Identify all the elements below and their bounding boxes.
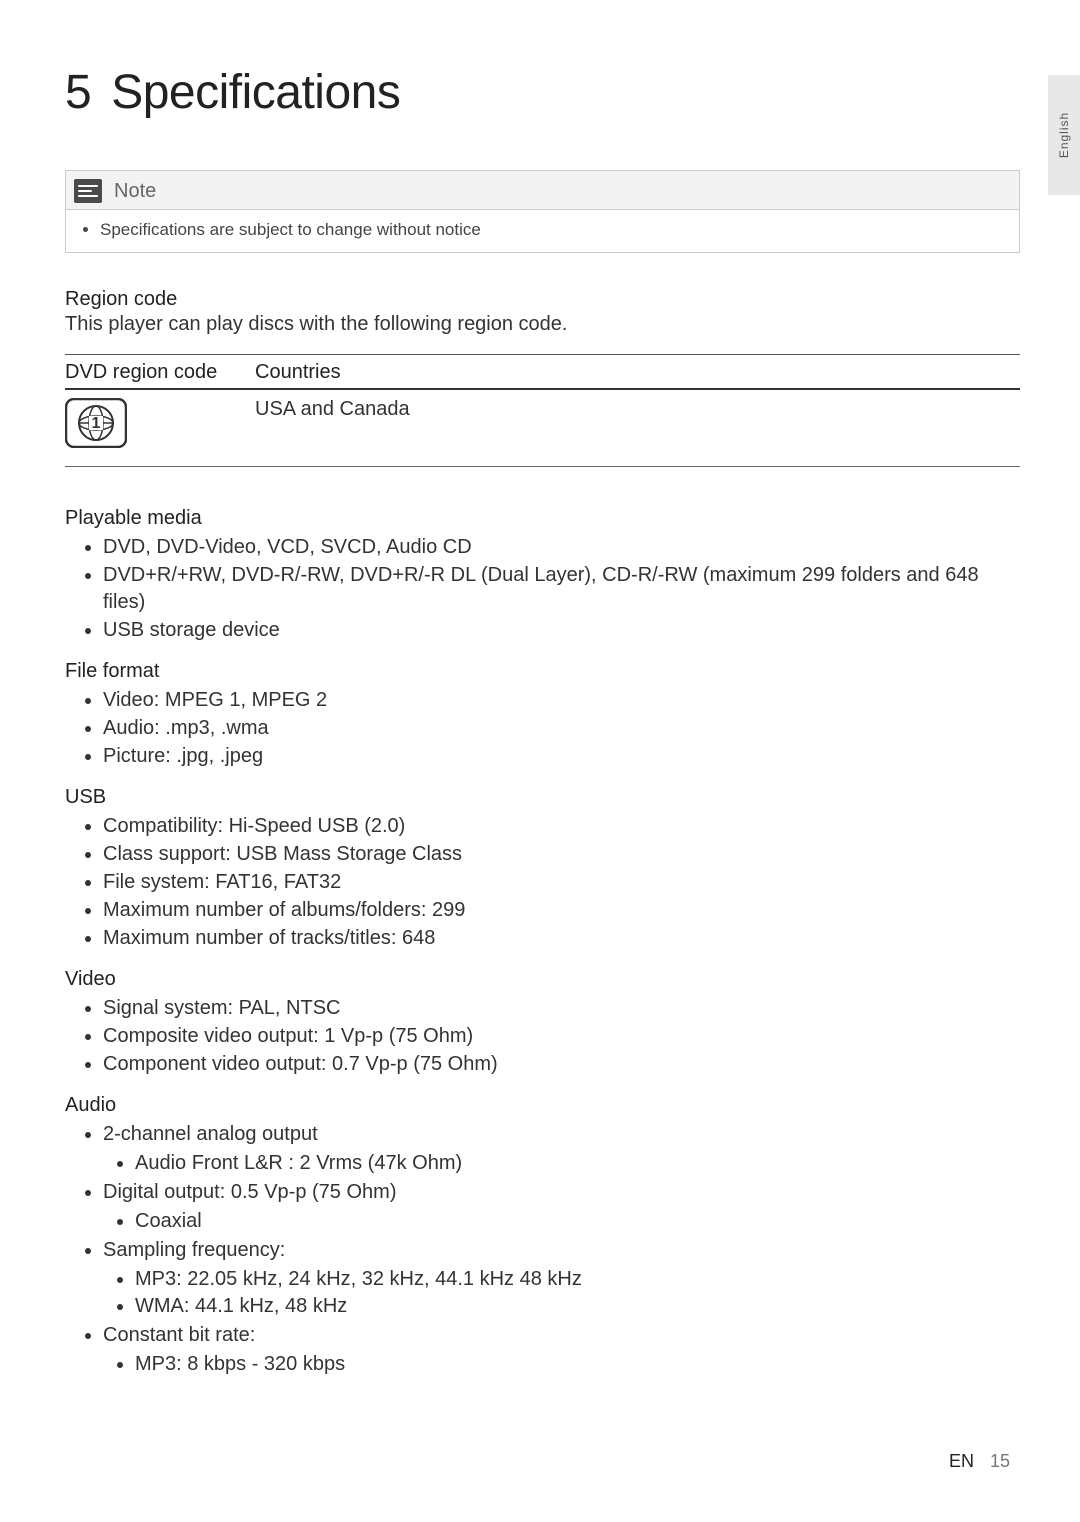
list-item: Coaxial xyxy=(135,1208,1020,1235)
list-item: Video: MPEG 1, MPEG 2 xyxy=(103,687,1020,714)
spec-sublist: Coaxial xyxy=(103,1208,1020,1235)
region-col-code: DVD region code xyxy=(65,355,255,390)
spec-heading: Playable media xyxy=(65,507,1020,530)
spec-list: Compatibility: Hi-Speed USB (2.0)Class s… xyxy=(65,813,1020,952)
spec-sections: Playable media DVD, DVD-Video, VCD, SVCD,… xyxy=(65,507,1020,1378)
spec-sublist: MP3: 22.05 kHz, 24 kHz, 32 kHz, 44.1 kHz… xyxy=(103,1266,1020,1320)
note-label: Note xyxy=(114,180,156,203)
svg-text:1: 1 xyxy=(92,415,101,432)
spec-list: Video: MPEG 1, MPEG 2Audio: .mp3, .wmaPi… xyxy=(65,687,1020,770)
list-item: Composite video output: 1 Vp-p (75 Ohm) xyxy=(103,1023,1020,1050)
chapter-title: Specifications xyxy=(111,66,400,119)
footer-page-number: 15 xyxy=(990,1451,1010,1471)
list-item: Compatibility: Hi-Speed USB (2.0) xyxy=(103,813,1020,840)
list-item: Signal system: PAL, NTSC xyxy=(103,995,1020,1022)
note-item: Specifications are subject to change wit… xyxy=(100,220,1001,240)
side-tab-text: English xyxy=(1057,112,1071,158)
region-heading: Region code xyxy=(65,288,1020,311)
note-body: Specifications are subject to change wit… xyxy=(66,210,1019,252)
region-table: DVD region code Countries 1 US xyxy=(65,354,1020,467)
list-item: 2-channel analog outputAudio Front L&R :… xyxy=(103,1121,1020,1177)
region-countries: USA and Canada xyxy=(255,389,1020,467)
note-header: Note xyxy=(66,171,1019,210)
page-footer: EN 15 xyxy=(949,1451,1010,1472)
page-title: 5 Specifications xyxy=(65,65,1020,120)
list-item: DVD+R/+RW, DVD-R/-RW, DVD+R/-R DL (Dual … xyxy=(103,562,1020,616)
region-icon-cell: 1 xyxy=(65,389,255,467)
spec-heading: Audio xyxy=(65,1094,1020,1117)
list-item: Maximum number of albums/folders: 299 xyxy=(103,897,1020,924)
list-item: DVD, DVD-Video, VCD, SVCD, Audio CD xyxy=(103,534,1020,561)
list-item: Sampling frequency:MP3: 22.05 kHz, 24 kH… xyxy=(103,1237,1020,1320)
spec-list: DVD, DVD-Video, VCD, SVCD, Audio CDDVD+R… xyxy=(65,534,1020,644)
footer-lang: EN xyxy=(949,1451,974,1471)
list-item: Constant bit rate:MP3: 8 kbps - 320 kbps xyxy=(103,1322,1020,1378)
spec-list: 2-channel analog outputAudio Front L&R :… xyxy=(65,1121,1020,1378)
note-box: Note Specifications are subject to chang… xyxy=(65,170,1020,253)
table-row: 1 USA and Canada xyxy=(65,389,1020,467)
list-item: USB storage device xyxy=(103,617,1020,644)
language-side-tab: English xyxy=(1048,75,1080,195)
list-item: Picture: .jpg, .jpeg xyxy=(103,743,1020,770)
list-item: Audio: .mp3, .wma xyxy=(103,715,1020,742)
list-item: Audio Front L&R : 2 Vrms (47k Ohm) xyxy=(135,1150,1020,1177)
spec-list: Signal system: PAL, NTSCComposite video … xyxy=(65,995,1020,1078)
list-item: WMA: 44.1 kHz, 48 kHz xyxy=(135,1293,1020,1320)
region-description: This player can play discs with the foll… xyxy=(65,313,1020,336)
spec-sublist: Audio Front L&R : 2 Vrms (47k Ohm) xyxy=(103,1150,1020,1177)
list-item: Digital output: 0.5 Vp-p (75 Ohm)Coaxial xyxy=(103,1179,1020,1235)
list-item: MP3: 8 kbps - 320 kbps xyxy=(135,1351,1020,1378)
chapter-number: 5 xyxy=(65,66,91,119)
list-item: MP3: 22.05 kHz, 24 kHz, 32 kHz, 44.1 kHz… xyxy=(135,1266,1020,1293)
dvd-region-icon: 1 xyxy=(65,398,127,448)
list-item: File system: FAT16, FAT32 xyxy=(103,869,1020,896)
list-item: Maximum number of tracks/titles: 648 xyxy=(103,925,1020,952)
list-item: Component video output: 0.7 Vp-p (75 Ohm… xyxy=(103,1051,1020,1078)
region-col-countries: Countries xyxy=(255,355,1020,390)
spec-heading: File format xyxy=(65,660,1020,683)
spec-sublist: MP3: 8 kbps - 320 kbps xyxy=(103,1351,1020,1378)
spec-heading: USB xyxy=(65,786,1020,809)
list-item: Class support: USB Mass Storage Class xyxy=(103,841,1020,868)
spec-heading: Video xyxy=(65,968,1020,991)
note-icon xyxy=(74,179,102,203)
